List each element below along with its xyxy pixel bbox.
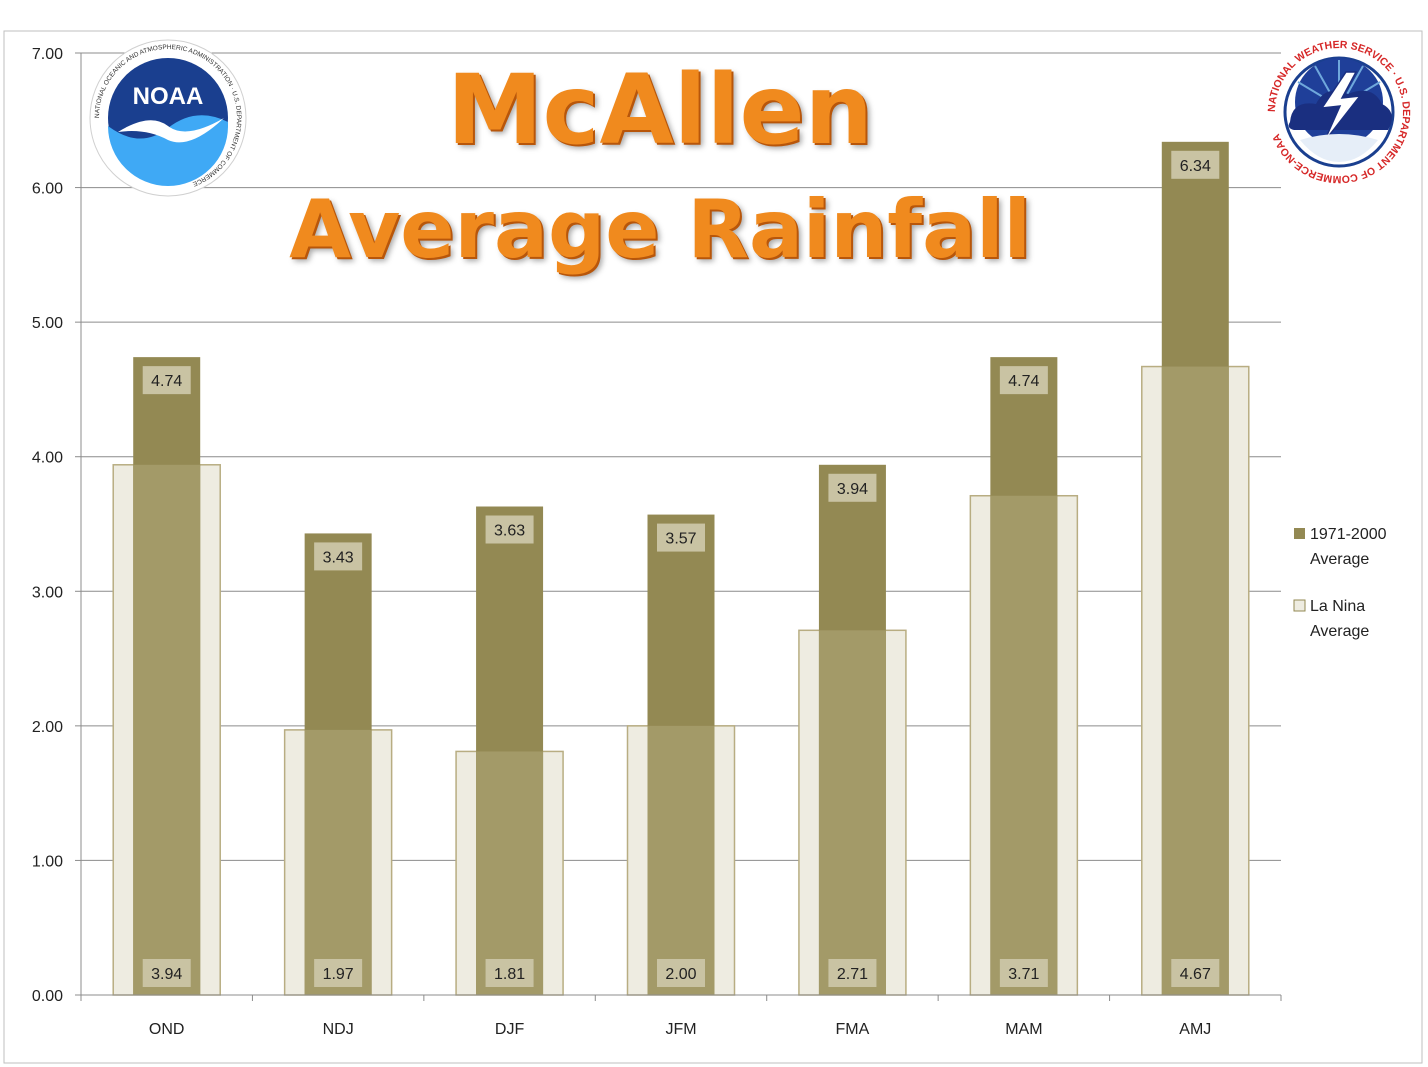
- data-label-1971-2000-bg: [314, 542, 363, 571]
- data-label-1971-2000: 4.74: [1008, 373, 1039, 390]
- data-label-1971-2000: 3.63: [494, 523, 525, 540]
- y-tick-label: 7.00: [32, 46, 63, 63]
- data-label-la-nina: 2.00: [665, 966, 696, 983]
- data-label-la-nina: 1.97: [323, 966, 354, 983]
- data-label-1971-2000: 3.94: [837, 481, 868, 498]
- chart-border: [3, 30, 1423, 1064]
- x-tick-label: DJF: [495, 1021, 525, 1038]
- bar-overlap: [818, 630, 886, 995]
- x-tick-label: MAM: [1005, 1021, 1042, 1038]
- data-label-1971-2000: 4.74: [151, 373, 182, 390]
- data-label-la-nina-bg: [314, 959, 363, 987]
- data-label-1971-2000: 6.34: [1180, 158, 1211, 175]
- data-label-1971-2000: 3.43: [323, 549, 354, 566]
- bar-overlap: [1161, 366, 1229, 996]
- y-tick-label: 2.00: [32, 719, 63, 736]
- chart-title-line1: McAllen: [447, 54, 873, 166]
- data-label-1971-2000-bg: [828, 473, 877, 502]
- bar-overlap: [476, 751, 544, 995]
- data-label-la-nina-bg: [142, 959, 191, 987]
- data-label-la-nina-bg: [657, 959, 705, 987]
- chart-title-line2: Average Rainfall: [289, 183, 1031, 276]
- bar-overlap: [647, 725, 715, 995]
- x-tick-label: AMJ: [1179, 1021, 1211, 1038]
- x-tick-label: JFM: [665, 1021, 696, 1038]
- y-tick-label: 3.00: [32, 584, 63, 601]
- nws-logo-icon: NATIONAL WEATHER SERVICE · U.S. DEPARTME…: [1263, 36, 1415, 188]
- y-tick-label: 0.00: [32, 988, 63, 1005]
- y-tick-label: 4.00: [32, 450, 63, 467]
- data-label-la-nina-bg: [1171, 959, 1220, 987]
- data-label-1971-2000-bg: [999, 366, 1048, 395]
- data-label-1971-2000-bg: [142, 366, 191, 395]
- data-label-la-nina-bg: [999, 959, 1048, 987]
- bar-overlap: [304, 729, 372, 995]
- legend-label: 1971-2000: [1310, 526, 1387, 543]
- legend-swatch: [1293, 599, 1306, 612]
- data-label-la-nina: 4.67: [1180, 966, 1211, 983]
- data-label-la-nina: 2.71: [837, 966, 868, 983]
- x-tick-label: NDJ: [323, 1021, 354, 1038]
- y-tick-label: 1.00: [32, 853, 63, 870]
- legend-label: La Nina: [1310, 598, 1365, 615]
- legend-label: Average: [1310, 551, 1369, 568]
- data-label-la-nina: 3.94: [151, 966, 182, 983]
- y-tick-label: 5.00: [32, 315, 63, 332]
- data-label-la-nina-bg: [485, 959, 534, 987]
- data-label-1971-2000-bg: [1171, 150, 1220, 179]
- bar-overlap: [133, 464, 201, 995]
- y-tick-label: 6.00: [32, 181, 63, 198]
- noaa-logo-text: NOAA: [133, 83, 204, 110]
- data-label-1971-2000-bg: [657, 523, 705, 552]
- noaa-logo-icon: NOAA NATIONAL OCEANIC AND ATMOSPHERIC AD…: [89, 39, 247, 197]
- legend-swatch: [1294, 528, 1305, 539]
- bar-overlap: [990, 495, 1058, 995]
- x-tick-label: FMA: [836, 1021, 870, 1038]
- data-label-1971-2000-bg: [485, 515, 534, 544]
- data-label-la-nina-bg: [828, 959, 877, 987]
- data-label-1971-2000: 3.57: [665, 531, 696, 548]
- legend-label: Average: [1310, 623, 1369, 640]
- data-label-la-nina: 3.71: [1008, 966, 1039, 983]
- x-tick-label: OND: [149, 1021, 185, 1038]
- data-label-la-nina: 1.81: [494, 966, 525, 983]
